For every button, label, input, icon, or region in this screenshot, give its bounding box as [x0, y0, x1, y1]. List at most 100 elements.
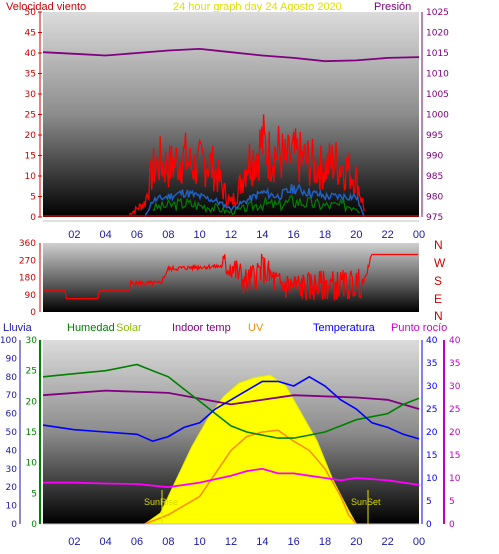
x-tick-label-top: 06 [131, 229, 143, 241]
wind-left-tick-label: 25 [25, 111, 36, 121]
pressure-series [42, 47, 420, 63]
temperature-tick-label: 40 [426, 336, 438, 346]
dew-tick-label: 40 [449, 336, 461, 346]
pressure-right-tick-label: 1010 [426, 70, 449, 80]
direction-tick-label: 270 [19, 256, 36, 266]
direction-tick-label: 90 [25, 291, 37, 301]
x-tick-label-bottom: 10 [194, 536, 206, 548]
compass-label-s: S [434, 274, 442, 288]
rain-tick-label: 90 [6, 354, 18, 364]
dew-tick-label: 10 [449, 474, 461, 484]
dew-tick-label: 0 [449, 520, 455, 530]
humidity-tick-label: 30 [26, 336, 38, 346]
wind-left-tick-label: 10 [25, 172, 37, 182]
sunrise-label: SunRise [144, 497, 178, 507]
uv-series [144, 429, 357, 525]
x-tick-label-bottom: 04 [100, 536, 112, 548]
wind-left-tick-label: 45 [25, 29, 36, 39]
direction-tick-label: 180 [19, 274, 36, 284]
rain-tick-label: 80 [6, 373, 18, 383]
pressure-right-tick-label: 1025 [426, 8, 449, 18]
humidity-tick-label: 0 [31, 520, 37, 530]
legend-uv: UV [248, 322, 264, 334]
x-tick-label-bottom: 14 [256, 536, 268, 548]
temperature-tick-label: 20 [426, 428, 438, 438]
pressure-label: Presión [374, 1, 411, 13]
temperature-tick-label: 35 [426, 359, 437, 369]
wind-left-tick-label: 15 [25, 152, 36, 162]
x-tick-label-bottom: 18 [319, 536, 331, 548]
direction-tick-label: 360 [19, 239, 36, 249]
pressure-right-tick-label: 985 [426, 172, 443, 182]
temperature-tick-label: 0 [426, 520, 432, 530]
pressure-right-tick-label: 1020 [426, 29, 449, 39]
humidity-tick-label: 5 [31, 489, 37, 499]
x-tick-label-top: 00 [413, 229, 425, 241]
wind-left-tick-label: 20 [25, 131, 37, 141]
dew-tick-label: 20 [449, 428, 461, 438]
x-tick-label-bottom: 08 [162, 536, 174, 548]
rain-tick-label: 30 [6, 465, 18, 475]
rain-tick-label: 100 [0, 336, 17, 346]
dew-tick-label: 25 [449, 405, 460, 415]
humidity-series [42, 363, 420, 439]
compass-label-n-bottom: N [434, 309, 443, 323]
x-tick-label-bottom: 06 [131, 536, 143, 548]
legend-indoor-temp: Indoor temp [172, 322, 231, 334]
wind-left-tick-label: 0 [30, 213, 36, 223]
direction-panel-bg [43, 243, 419, 312]
dew-tick-label: 15 [449, 451, 460, 461]
compass-label-w: W [434, 256, 446, 270]
rain-tick-label: 10 [6, 502, 18, 512]
humidity-tick-label: 20 [26, 397, 38, 407]
humidity-tick-label: 10 [26, 459, 38, 469]
rain-tick-label: 20 [6, 483, 18, 493]
pressure-right-tick-label: 975 [426, 213, 443, 223]
legend-temperature: Temperatura [313, 322, 376, 334]
chart-title: 24 hour graph day 24 Agosto 2020 [173, 1, 342, 13]
pressure-right-tick-label: 1015 [426, 49, 449, 59]
legend-solar: Solar [116, 322, 142, 334]
wind-left-tick-label: 35 [25, 70, 36, 80]
pressure-right-tick-label: 1000 [426, 111, 449, 121]
x-tick-label-top: 12 [225, 229, 237, 241]
wind-left-tick-label: 50 [25, 8, 37, 18]
pressure-right-tick-label: 1005 [426, 90, 449, 100]
rain-tick-label: 50 [6, 428, 18, 438]
compass-label-n-top: N [434, 238, 443, 252]
dew-tick-label: 5 [449, 497, 455, 507]
indoor-temp-series [42, 389, 420, 410]
temperature-tick-label: 15 [426, 451, 437, 461]
wind-left-tick-label: 30 [25, 90, 37, 100]
x-tick-label-bottom: 16 [288, 536, 300, 548]
humidity-tick-label: 25 [26, 367, 37, 377]
pressure-right-tick-label: 980 [426, 193, 443, 203]
x-tick-label-bottom: 20 [350, 536, 362, 548]
temperature-tick-label: 5 [426, 497, 432, 507]
dew-tick-label: 35 [449, 359, 460, 369]
x-tick-label-bottom: 02 [68, 536, 80, 548]
direction-tick-label: 0 [30, 308, 36, 318]
humidity-tick-label: 15 [26, 428, 37, 438]
wind-direction-series [43, 253, 419, 301]
legend-humidity: Humedad [67, 322, 115, 334]
temperature-series [42, 375, 420, 443]
wind-panel-bg [43, 12, 419, 217]
temperature-tick-label: 30 [426, 382, 438, 392]
temperature-tick-label: 25 [426, 405, 437, 415]
rain-tick-label: 0 [11, 520, 17, 530]
pressure-right-tick-label: 990 [426, 152, 443, 162]
x-tick-label-bottom: 00 [413, 536, 425, 548]
wind-left-tick-label: 40 [25, 49, 37, 59]
x-tick-label-bottom: 22 [382, 536, 394, 548]
x-tick-label-top: 20 [350, 229, 362, 241]
compass-label-e: E [434, 292, 442, 306]
x-tick-label-top: 08 [162, 229, 174, 241]
x-tick-label-top: 02 [68, 229, 80, 241]
x-tick-label-top: 22 [382, 229, 394, 241]
x-tick-label-top: 10 [194, 229, 206, 241]
wind-speed-label: Velocidad viento [6, 1, 86, 13]
legend-dew-point: Punto rocío [391, 322, 447, 334]
rain-tick-label: 60 [6, 410, 18, 420]
